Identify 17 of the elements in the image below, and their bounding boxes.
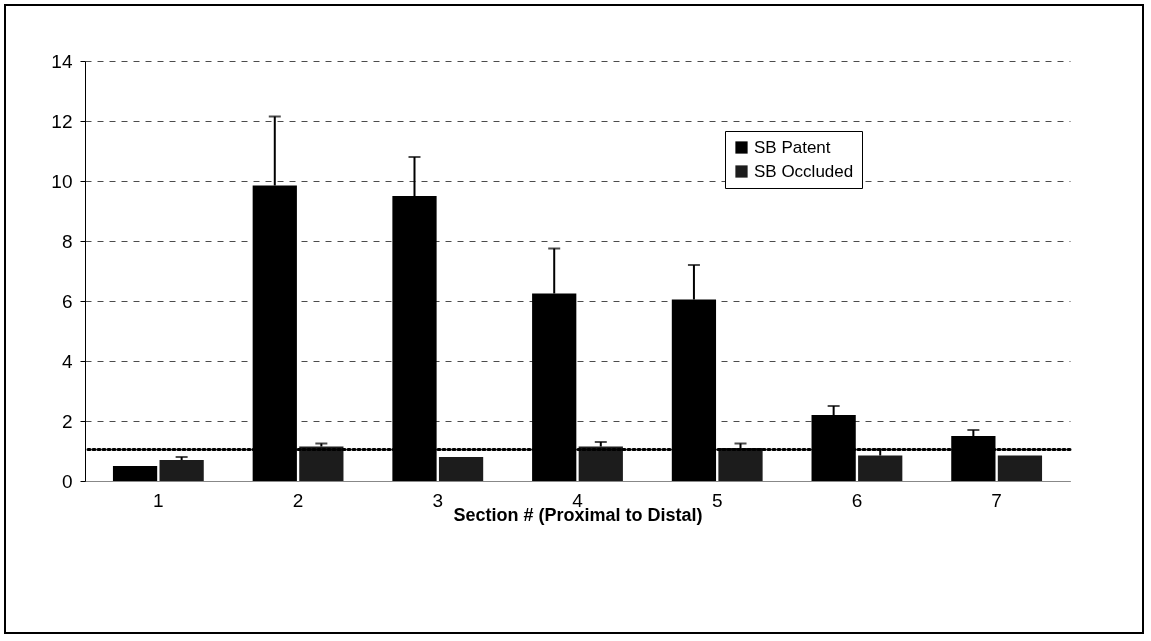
y-tick-label: 8 bbox=[61, 230, 73, 252]
legend-label: SB Patent bbox=[754, 137, 831, 157]
x-tick-label: 4 bbox=[572, 489, 584, 511]
legend-label: SB Occluded bbox=[754, 161, 854, 181]
y-tick-label: 2 bbox=[61, 410, 73, 432]
y-tick-label: 14 bbox=[51, 50, 73, 72]
x-tick-label: 2 bbox=[292, 489, 304, 511]
x-tick-label: 5 bbox=[711, 489, 723, 511]
x-tick-label: 1 bbox=[153, 489, 164, 511]
x-tick-label: 6 bbox=[851, 489, 863, 511]
y-tick-label: 6 bbox=[61, 290, 73, 312]
x-tick-label: 7 bbox=[991, 489, 1002, 511]
x-tick-label: 3 bbox=[432, 489, 444, 511]
y-tick-label: 4 bbox=[61, 350, 73, 372]
y-tick-label: 10 bbox=[51, 170, 73, 192]
y-tick-label: 0 bbox=[61, 470, 73, 492]
y-tick-label: 12 bbox=[51, 110, 73, 132]
